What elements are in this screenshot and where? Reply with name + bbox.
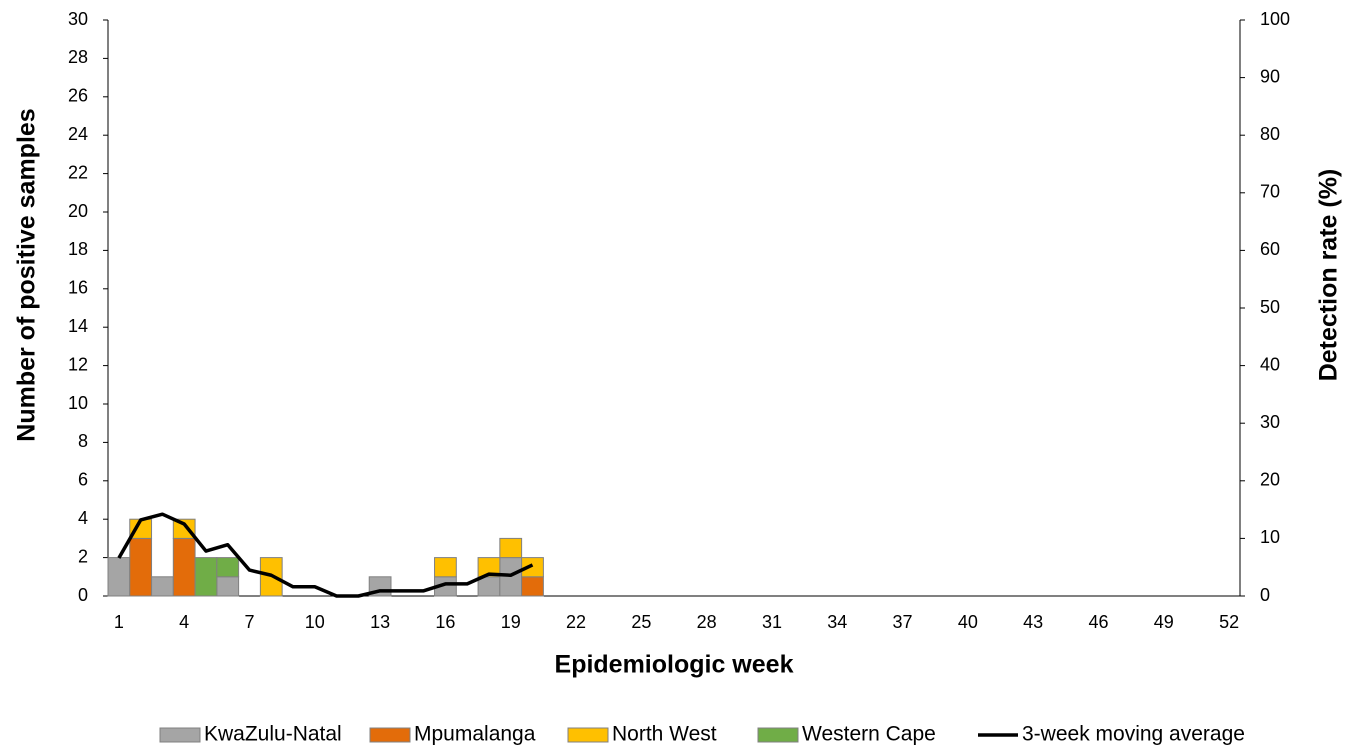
x-tick-label: 31	[762, 612, 782, 632]
x-tick-label: 52	[1219, 612, 1239, 632]
x-tick-label: 37	[893, 612, 913, 632]
y-axis-title: Number of positive samples	[13, 108, 41, 441]
y-tick-label: 18	[68, 239, 88, 259]
y2-tick-label: 0	[1260, 585, 1270, 605]
y2-tick-label: 100	[1260, 9, 1290, 29]
x-tick-label: 1	[114, 612, 124, 632]
y-tick-label: 4	[78, 508, 88, 528]
y2-tick-label: 40	[1260, 354, 1280, 374]
y2-axis-title: Detection rate (%)	[1315, 169, 1343, 382]
legend-swatch	[369, 727, 411, 743]
bar	[129, 537, 153, 597]
y2-tick-label: 30	[1260, 412, 1280, 432]
bar	[107, 557, 131, 597]
y2-tick-label: 10	[1260, 527, 1280, 547]
bar	[477, 557, 501, 578]
x-tick-label: 4	[179, 612, 189, 632]
y-tick-label: 6	[78, 470, 88, 490]
x-tick-label: 40	[958, 612, 978, 632]
legend-label: Mpumalanga	[414, 723, 536, 746]
legend-label: North West	[612, 723, 717, 746]
y-tick-label: 12	[68, 354, 88, 374]
x-tick-label: 49	[1154, 612, 1174, 632]
bar	[521, 576, 544, 597]
x-tick-label: 25	[631, 612, 651, 632]
bar	[216, 557, 240, 578]
y2-tick-label: 70	[1260, 182, 1280, 202]
bar	[521, 557, 544, 578]
y-tick-label: 8	[78, 431, 88, 451]
line	[117, 512, 534, 598]
x-tick-label: 13	[370, 612, 390, 632]
bar	[151, 576, 174, 597]
y-tick-label: 24	[68, 124, 88, 144]
x-axis-title: Epidemiologic week	[555, 651, 794, 679]
bar	[499, 537, 523, 559]
y2-tick-label: 60	[1260, 239, 1280, 259]
x-tick-label: 10	[305, 612, 325, 632]
x-tick-label: 16	[435, 612, 455, 632]
legend-swatch	[159, 727, 201, 743]
y-tick-label: 14	[68, 316, 88, 336]
y-tick-label: 0	[78, 585, 88, 605]
bar	[216, 576, 240, 597]
legend-label: 3-week moving average	[1022, 723, 1245, 746]
y-tick-label: 28	[68, 47, 88, 67]
legend-label: KwaZulu-Natal	[204, 723, 342, 746]
y-tick-label: 16	[68, 278, 88, 298]
x-tick-label: 46	[1088, 612, 1108, 632]
x-tick-label: 28	[697, 612, 717, 632]
bar	[477, 576, 501, 597]
bar	[194, 557, 218, 597]
y-tick-label: 10	[68, 393, 88, 413]
y2-tick-label: 80	[1260, 124, 1280, 144]
legend-swatch	[567, 727, 609, 743]
x-tick-label: 19	[501, 612, 521, 632]
x-tick-label: 34	[827, 612, 847, 632]
bar	[172, 537, 196, 597]
x-tick-label: 22	[566, 612, 586, 632]
x-tick-label: 43	[1023, 612, 1043, 632]
legend-swatch	[757, 727, 799, 743]
y-tick-label: 20	[68, 201, 88, 221]
y2-tick-label: 50	[1260, 297, 1280, 317]
y-tick-label: 2	[78, 546, 88, 566]
y2-tick-label: 90	[1260, 66, 1280, 86]
legend-label: Western Cape	[802, 723, 936, 746]
y-tick-label: 26	[68, 86, 88, 106]
bar	[172, 518, 196, 539]
bar	[434, 557, 457, 578]
y2-tick-label: 20	[1260, 470, 1280, 490]
y-tick-label: 22	[68, 162, 88, 182]
x-tick-label: 7	[244, 612, 254, 632]
y-tick-label: 30	[68, 9, 88, 29]
